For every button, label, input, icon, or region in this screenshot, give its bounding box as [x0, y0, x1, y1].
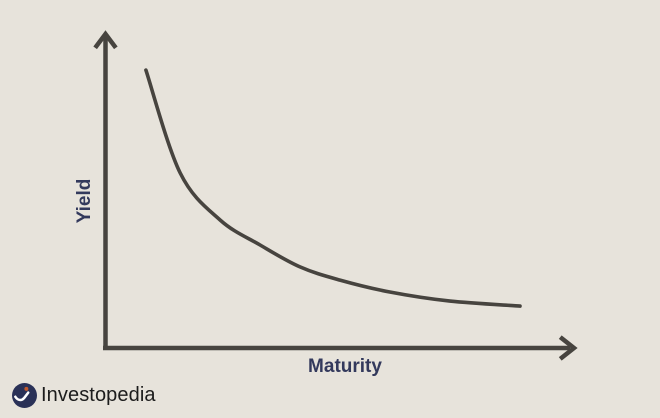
investopedia-logo-icon: [12, 383, 37, 408]
x-axis-arrow-icon: [558, 335, 578, 361]
x-axis-label: Maturity: [308, 356, 382, 377]
yield-curve-line: [144, 68, 522, 308]
investopedia-logo-text: Investopedia: [41, 384, 156, 406]
y-axis-arrow-icon: [93, 30, 118, 50]
investopedia-logo: Investopedia: [12, 383, 156, 408]
y-axis-label: Yield: [74, 178, 95, 224]
